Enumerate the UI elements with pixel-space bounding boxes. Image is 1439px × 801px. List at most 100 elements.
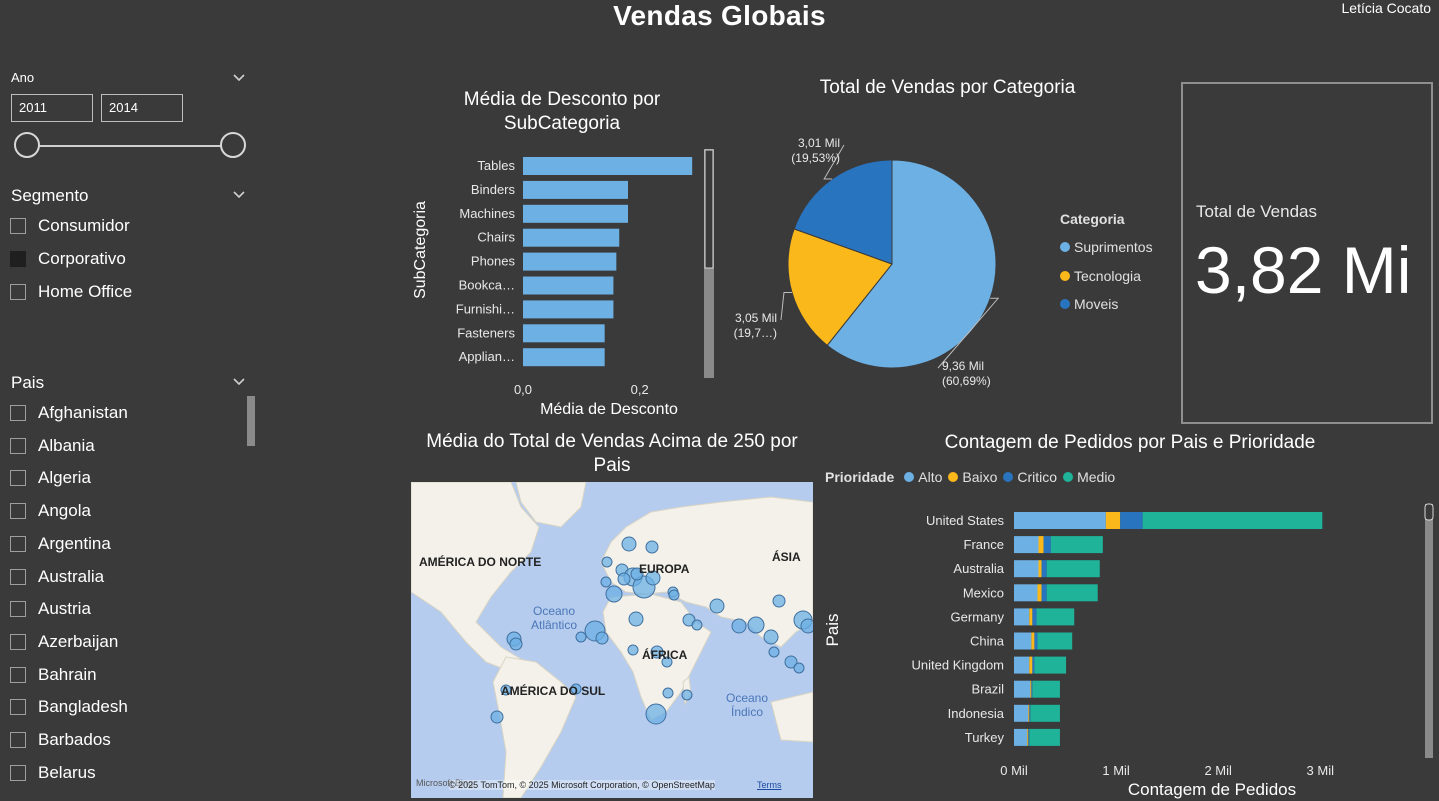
- orders-stacked-bar-chart[interactable]: United States France Australia Mexico German…: [820, 500, 1435, 800]
- orders-bar-segment[interactable]: [1014, 608, 1030, 626]
- orders-bar-segment[interactable]: [1028, 704, 1030, 722]
- priority-legend-item[interactable]: Baixo: [948, 469, 997, 485]
- checkbox[interactable]: [10, 470, 26, 487]
- map-bubble[interactable]: [621, 536, 637, 552]
- map-bubble[interactable]: [645, 703, 667, 725]
- orders-bar-segment[interactable]: [1030, 680, 1032, 698]
- map-bubble[interactable]: [601, 556, 613, 568]
- map-bubble[interactable]: [784, 655, 798, 669]
- checkbox[interactable]: [10, 503, 26, 520]
- map-bubble[interactable]: [763, 629, 779, 645]
- orders-bar-segment[interactable]: [1041, 584, 1047, 602]
- orders-bar-segment[interactable]: [1029, 728, 1060, 746]
- orders-bar-segment[interactable]: [1037, 632, 1073, 650]
- orders-bar-segment[interactable]: [1014, 560, 1039, 578]
- orders-bar-segment[interactable]: [1032, 608, 1037, 626]
- map-bubble[interactable]: [768, 646, 780, 658]
- chevron-down-icon[interactable]: [231, 70, 247, 86]
- map-bubble[interactable]: [668, 589, 680, 601]
- discount-bar[interactable]: [523, 180, 628, 199]
- orders-bar-segment[interactable]: [1014, 632, 1032, 650]
- country-option[interactable]: Albania: [10, 431, 95, 461]
- orders-bar-segment[interactable]: [1030, 704, 1060, 722]
- map-bubble[interactable]: [617, 572, 631, 586]
- country-option[interactable]: Angola: [10, 496, 91, 526]
- map-bubble[interactable]: [570, 683, 582, 695]
- orders-bar-segment[interactable]: [1031, 632, 1035, 650]
- orders-bar-segment[interactable]: [1046, 560, 1100, 578]
- category-pie-chart[interactable]: 9,36 Mil(60,69%) 3,05 Mil(19,7…) 3,01 Mil(…: [720, 130, 1050, 400]
- category-legend-item[interactable]: Moveis: [1060, 290, 1153, 319]
- segment-option[interactable]: Consumidor: [10, 211, 130, 241]
- year-from-input[interactable]: 2011: [11, 94, 93, 122]
- map-bubble[interactable]: [650, 645, 664, 659]
- country-option[interactable]: Australia: [10, 562, 104, 592]
- orders-bar-segment[interactable]: [1014, 704, 1029, 722]
- checkbox[interactable]: [10, 437, 26, 454]
- orders-bar-segment[interactable]: [1043, 536, 1051, 554]
- checkbox[interactable]: [10, 633, 26, 650]
- map-bubble[interactable]: [628, 611, 644, 627]
- map-bubble[interactable]: [490, 710, 504, 724]
- map-terms-link[interactable]: Terms: [757, 780, 782, 790]
- year-slider-end-handle[interactable]: [220, 132, 246, 158]
- country-option[interactable]: Afghanistan: [10, 398, 128, 428]
- map-bubble[interactable]: [645, 540, 659, 554]
- orders-bar-segment[interactable]: [1041, 560, 1047, 578]
- priority-legend-item[interactable]: Critico: [1003, 469, 1057, 485]
- orders-bar-segment[interactable]: [1029, 608, 1033, 626]
- map-bubble[interactable]: [630, 567, 644, 581]
- country-option[interactable]: Azerbaijan: [10, 627, 118, 657]
- orders-bar-segment[interactable]: [1014, 656, 1030, 674]
- orders-bar-segment[interactable]: [1029, 704, 1031, 722]
- map-bubble[interactable]: [627, 644, 639, 656]
- chevron-down-icon[interactable]: [231, 187, 247, 203]
- map-bubble[interactable]: [595, 631, 609, 645]
- chevron-down-icon[interactable]: [231, 374, 247, 390]
- year-slider-start-handle[interactable]: [14, 132, 40, 158]
- map-bubble[interactable]: [731, 618, 747, 634]
- checkbox[interactable]: [10, 218, 26, 234]
- year-slider-track[interactable]: [28, 145, 233, 147]
- country-option[interactable]: Bahrain: [10, 660, 97, 690]
- pie-slice[interactable]: [826, 159, 997, 369]
- country-list-scrollbar[interactable]: [247, 396, 255, 446]
- orders-scrollbar-track[interactable]: [1425, 504, 1433, 758]
- sales-map[interactable]: AMÉRICA DO NORTE AMÉRICA DO SUL EUROPA Á…: [411, 482, 813, 798]
- discount-bar[interactable]: [523, 204, 628, 223]
- map-bubble[interactable]: [509, 637, 523, 651]
- orders-bar-segment[interactable]: [1014, 728, 1028, 746]
- map-bubble[interactable]: [575, 631, 587, 643]
- orders-bar-segment[interactable]: [1142, 512, 1323, 529]
- orders-bar-segment[interactable]: [1014, 584, 1038, 602]
- checkbox[interactable]: [10, 405, 26, 421]
- orders-bar-segment[interactable]: [1031, 680, 1033, 698]
- discount-scrollbar-thumb[interactable]: [704, 149, 714, 269]
- map-bubble[interactable]: [747, 616, 765, 634]
- map-bubble[interactable]: [605, 585, 623, 603]
- discount-bar[interactable]: [523, 300, 614, 319]
- map-bubble[interactable]: [800, 618, 813, 634]
- map-bubble[interactable]: [662, 687, 674, 699]
- category-legend-item[interactable]: Tecnologia: [1060, 262, 1153, 291]
- checkbox[interactable]: [10, 666, 26, 683]
- orders-bar-segment[interactable]: [1105, 512, 1121, 529]
- discount-bar[interactable]: [523, 276, 614, 295]
- orders-bar-segment[interactable]: [1038, 536, 1044, 554]
- map-bubble[interactable]: [661, 656, 673, 668]
- discount-bar[interactable]: [523, 324, 605, 343]
- map-bubble[interactable]: [793, 662, 805, 674]
- map-bubble[interactable]: [772, 594, 786, 608]
- discount-bar[interactable]: [523, 228, 620, 247]
- orders-bar-segment[interactable]: [1037, 584, 1042, 602]
- discount-bar-chart[interactable]: Tables Binders Machines Chairs Phones Bookca……: [405, 145, 725, 425]
- orders-bar-segment[interactable]: [1032, 656, 1035, 674]
- pie-slice[interactable]: [793, 159, 893, 265]
- checkbox[interactable]: [10, 535, 26, 552]
- checkbox[interactable]: [10, 601, 26, 618]
- priority-legend-item[interactable]: Alto: [904, 469, 942, 485]
- country-option[interactable]: Barbados: [10, 725, 111, 755]
- orders-bar-segment[interactable]: [1034, 632, 1038, 650]
- discount-bar[interactable]: [523, 252, 617, 271]
- orders-bar-segment[interactable]: [1032, 680, 1060, 698]
